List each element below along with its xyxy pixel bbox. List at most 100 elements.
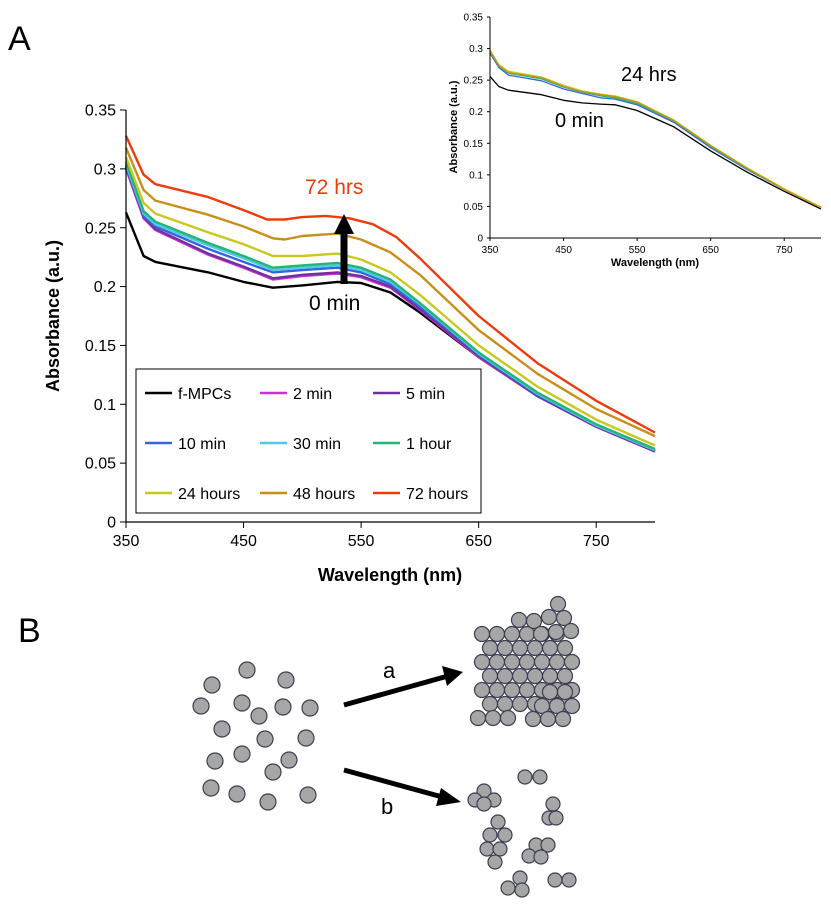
inset-y-tick-label: 0.35 <box>464 13 484 24</box>
aggregate-particle <box>556 683 574 701</box>
aggregate-particle <box>511 639 529 657</box>
dispersed-particle <box>233 745 251 763</box>
legend-items: f-MPCs 2 min 5 min 10 min 30 min 1 hour 24 hou… <box>145 386 468 503</box>
cluster-particle <box>517 769 533 785</box>
dispersed-particle <box>238 661 256 679</box>
main-y-ticks: 0 0.05 0.1 0.15 0.2 0.25 0.3 0.35 <box>85 103 126 532</box>
main-x-tick-label: 750 <box>583 533 610 550</box>
arrow-a-label: a <box>383 658 396 683</box>
inset-y-tick-label: 0.1 <box>469 170 483 181</box>
inset-annotation-24-hrs: 24 hrs <box>621 64 677 86</box>
cluster-particle <box>500 880 516 896</box>
aggregate-particle <box>533 653 551 671</box>
arrow-b-head <box>436 788 461 806</box>
dispersed-particle <box>228 785 246 803</box>
aggregate-particle <box>496 639 514 657</box>
aggregate-particle <box>556 639 574 657</box>
main-series-line-8 <box>124 147 656 438</box>
aggregate-particle <box>481 639 499 657</box>
dispersed-particle <box>297 729 315 747</box>
main-series-line-6 <box>124 161 656 451</box>
main-series-group <box>124 135 656 453</box>
aggregate-particle <box>547 623 565 641</box>
aggregate-particle <box>541 667 559 685</box>
cluster-particle <box>540 837 556 853</box>
inset-series-line-1 <box>489 75 822 210</box>
main-y-tick-label: 0.3 <box>94 161 116 178</box>
legend-label: 10 min <box>178 436 226 453</box>
aggregate-particle <box>511 695 529 713</box>
dispersed-particle <box>203 676 221 694</box>
aggregate-particle <box>518 653 536 671</box>
cluster-particle <box>561 872 577 888</box>
inset-y-axis-label: Absorbance (a.u.) <box>448 80 460 173</box>
main-x-tick-label: 450 <box>230 533 257 550</box>
packed-aggregate-particles <box>469 595 581 728</box>
aggregate-particle <box>510 611 528 629</box>
aggregate-particle <box>473 653 491 671</box>
inset-y-ticks: 0 0.05 0.1 0.15 0.2 0.25 0.3 0.35 <box>464 13 490 245</box>
small-cluster-particles <box>467 769 577 898</box>
aggregate-particle <box>541 639 559 657</box>
main-y-tick-label: 0.35 <box>85 103 116 120</box>
legend-label: 24 hours <box>178 486 240 503</box>
legend-label: 72 hours <box>406 486 468 503</box>
annotation-0-min: 0 min <box>309 292 360 315</box>
legend-label: f-MPCs <box>178 386 231 403</box>
cluster-particle <box>487 854 503 870</box>
aggregate-particle <box>540 608 558 626</box>
inset-x-tick-label: 450 <box>555 245 572 256</box>
main-y-tick-label: 0.15 <box>85 338 116 355</box>
dispersed-particle <box>250 707 268 725</box>
increase-arrow-head <box>334 214 354 234</box>
aggregate-particle <box>473 625 491 643</box>
legend-label: 48 hours <box>293 486 355 503</box>
aggregate-particle <box>503 625 521 643</box>
inset-x-tick-label: 750 <box>776 245 793 256</box>
dispersed-particle <box>202 779 220 797</box>
inset-series-line-5 <box>489 50 822 209</box>
dispersed-particle <box>274 698 292 716</box>
inset-chart: 0 0.05 0.1 0.15 0.2 0.25 0.3 0.35 350 450 550 650 7… <box>448 13 822 269</box>
aggregate-particle <box>541 683 559 701</box>
aggregate-particle <box>488 653 506 671</box>
aggregate-particle <box>503 653 521 671</box>
inset-x-tick-label: 550 <box>629 245 646 256</box>
main-x-tick-label: 350 <box>113 533 140 550</box>
legend-label: 1 hour <box>406 436 452 453</box>
dispersed-particle <box>301 699 319 717</box>
dispersed-particle <box>192 697 210 715</box>
inset-y-tick-label: 0.15 <box>464 139 484 150</box>
aggregate-particle <box>469 709 487 727</box>
aggregate-particle <box>562 622 580 640</box>
aggregate-particle <box>518 681 536 699</box>
aggregate-particle <box>524 710 542 728</box>
cluster-particle <box>479 841 495 857</box>
inset-y-tick-label: 0 <box>477 234 483 245</box>
cluster-particle <box>533 849 549 865</box>
dispersed-particle <box>280 751 298 769</box>
aggregate-particle <box>481 667 499 685</box>
inset-x-tick-label: 650 <box>702 245 719 256</box>
cluster-particle <box>548 810 564 826</box>
aggregate-particle <box>511 667 529 685</box>
legend-label: 30 min <box>293 436 341 453</box>
main-series-line-7 <box>124 156 656 447</box>
aggregate-particle <box>563 697 581 715</box>
legend-box <box>135 368 482 514</box>
main-x-tick-label: 650 <box>465 533 492 550</box>
cluster-particle <box>492 841 508 857</box>
cluster-particle <box>514 882 530 898</box>
inset-annotation-0-min: 0 min <box>555 110 604 132</box>
main-y-tick-label: 0.05 <box>85 456 116 473</box>
inset-x-tick-label: 350 <box>482 245 499 256</box>
aggregate-particle <box>496 667 514 685</box>
aggregate-particle <box>484 709 502 727</box>
inset-y-tick-label: 0.05 <box>464 202 484 213</box>
inset-x-ticks: 350 450 550 650 750 <box>482 238 793 256</box>
main-chart: 0 0.05 0.1 0.15 0.2 0.25 0.3 0.35 350 450 550 650 7… <box>43 103 656 585</box>
aggregate-particle <box>533 697 551 715</box>
aggregate-particle <box>526 667 544 685</box>
aggregate-particle <box>526 639 544 657</box>
cluster-particle <box>547 872 563 888</box>
